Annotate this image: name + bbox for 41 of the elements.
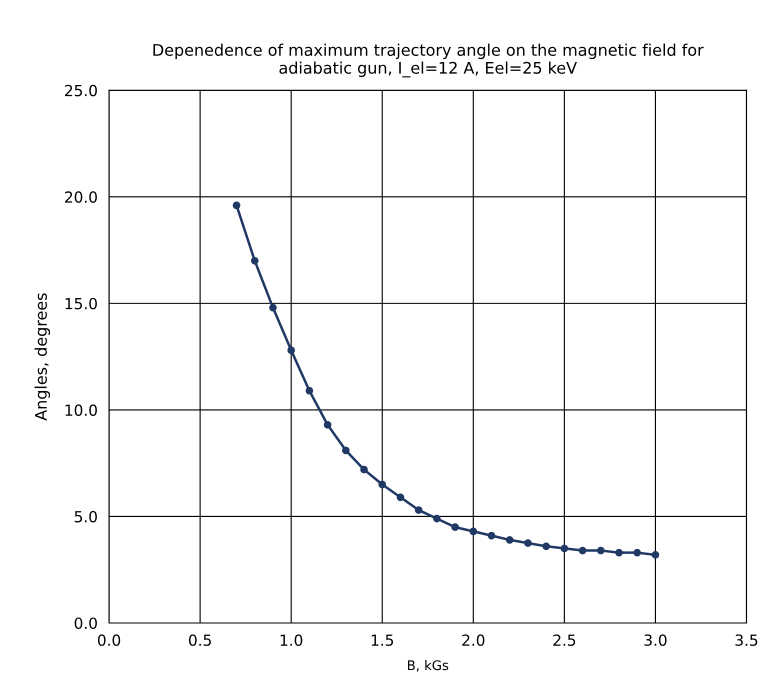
- point: [250, 256, 259, 265]
- y-axis-title: Angles, degrees: [34, 293, 50, 421]
- point: [378, 480, 386, 488]
- y-tick-label: 15.0: [66, 298, 97, 310]
- x-tick-label: 2.5: [553, 634, 576, 646]
- x-tick-label: 3.0: [644, 634, 667, 646]
- point: [488, 532, 496, 540]
- y-tick-label: 25.0: [65, 84, 97, 96]
- y-tick-label: 10.0: [66, 404, 97, 416]
- y-tick-label: 20.0: [65, 191, 97, 203]
- point: [360, 466, 368, 474]
- y-tick-label: 0.0: [74, 617, 97, 630]
- point: [342, 446, 350, 454]
- point: [542, 542, 550, 550]
- point: [615, 548, 623, 557]
- point: [269, 304, 277, 312]
- point: [433, 514, 441, 522]
- x-tick-label: 1.5: [372, 634, 394, 646]
- point: [451, 523, 459, 531]
- x-tick-label: 1.0: [280, 634, 302, 646]
- point: [506, 536, 514, 544]
- chart-title: Depenedence of maximum trajectory angle on the magnetic field for adiabatic gun, I_el=12 A, Eel=25 keV: [153, 44, 704, 78]
- point: [652, 550, 660, 559]
- point: [396, 493, 404, 502]
- x-tick-label: 3.5: [736, 634, 758, 646]
- x-tick-label: 0.5: [188, 634, 211, 646]
- point: [560, 544, 568, 552]
- point: [469, 528, 478, 536]
- point: [633, 548, 642, 557]
- point: [524, 539, 532, 547]
- point: [306, 386, 314, 395]
- y-tick-label: 5.0: [74, 510, 97, 522]
- point: [596, 546, 605, 554]
- x-tick-label: 0.0: [98, 634, 120, 646]
- point: [578, 546, 586, 554]
- x-axis-title: B, kGs: [408, 660, 448, 672]
- x-tick-label: 2.0: [462, 634, 484, 646]
- point: [287, 346, 295, 354]
- point: [414, 506, 422, 514]
- point: [232, 202, 240, 210]
- point: [324, 421, 332, 429]
